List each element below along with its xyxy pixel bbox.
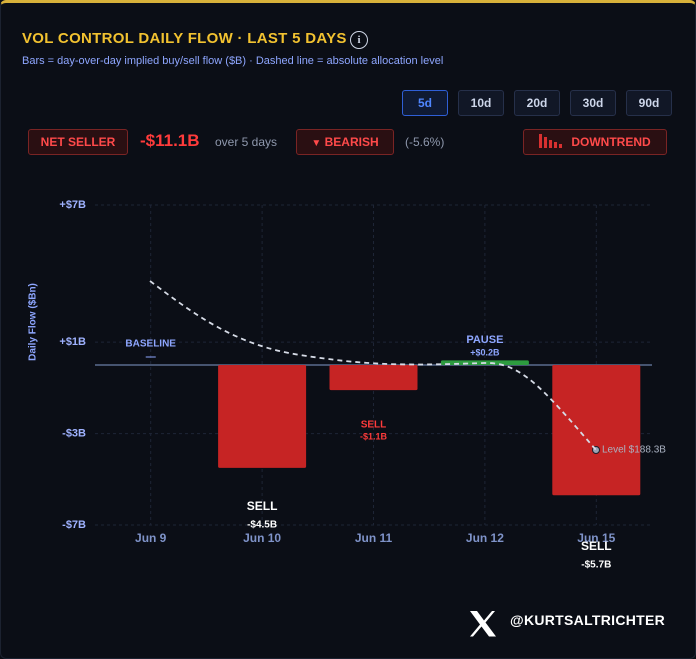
subtitle: Bars = day-over-day implied buy/sell flo… [22,55,444,67]
bar [329,365,418,391]
sentiment-badge: ▼ BEARISH [296,129,394,155]
range-button[interactable]: 20d [514,90,560,116]
change: (-5.6%) [405,135,445,149]
range-button[interactable]: 5d [402,90,448,116]
level-label: Level $188.3B [602,445,666,456]
period: over 5 days [215,135,278,149]
value-label: -$4.5B [247,520,277,531]
y-tick-label: -$7B [62,519,86,531]
sentiment: BEARISH [324,135,379,149]
trend-badge: DOWNTREND [523,129,667,155]
x-tick-label: Jun 15 [577,531,615,545]
info-icon[interactable]: i [350,31,368,49]
stance-badge: NET SELLER [28,129,128,155]
signal-label: SELL [361,420,387,431]
bar [440,360,529,365]
bar [218,365,307,468]
trend-icon [539,132,565,156]
value-label: -$5.7B [581,560,611,571]
trend: DOWNTREND [571,135,651,149]
signal-label: PAUSE [466,334,503,346]
value-label: +$0.2B [470,347,500,357]
level-point [592,446,600,454]
signal-label: BASELINE [125,339,176,350]
title: VOL CONTROL DAILY FLOW · LAST 5 DAYS [22,30,347,47]
x-tick-label: Jun 9 [135,531,167,545]
x-tick-label: Jun 10 [243,531,281,545]
y-tick-label: +$1B [59,336,86,348]
range-button[interactable]: 90d [626,90,672,116]
y-tick-label: -$3B [62,427,86,439]
x-tick-label: Jun 12 [466,531,504,545]
x-tick-label: Jun 11 [355,531,393,545]
range-button[interactable]: 10d [458,90,504,116]
value-label: — [146,352,156,363]
y-tick-label: +$7B [59,199,86,211]
y-axis-label: Daily Flow ($Bn) [28,283,39,361]
signal-label: SELL [581,539,612,553]
value-label: -$1.1B [360,431,388,441]
total-flow: -$11.1B [140,131,200,150]
range-button[interactable]: 30d [570,90,616,116]
handle: @KURTSALTRICHTER [510,612,666,628]
signal-label: SELL [247,499,278,513]
bar [552,365,641,496]
